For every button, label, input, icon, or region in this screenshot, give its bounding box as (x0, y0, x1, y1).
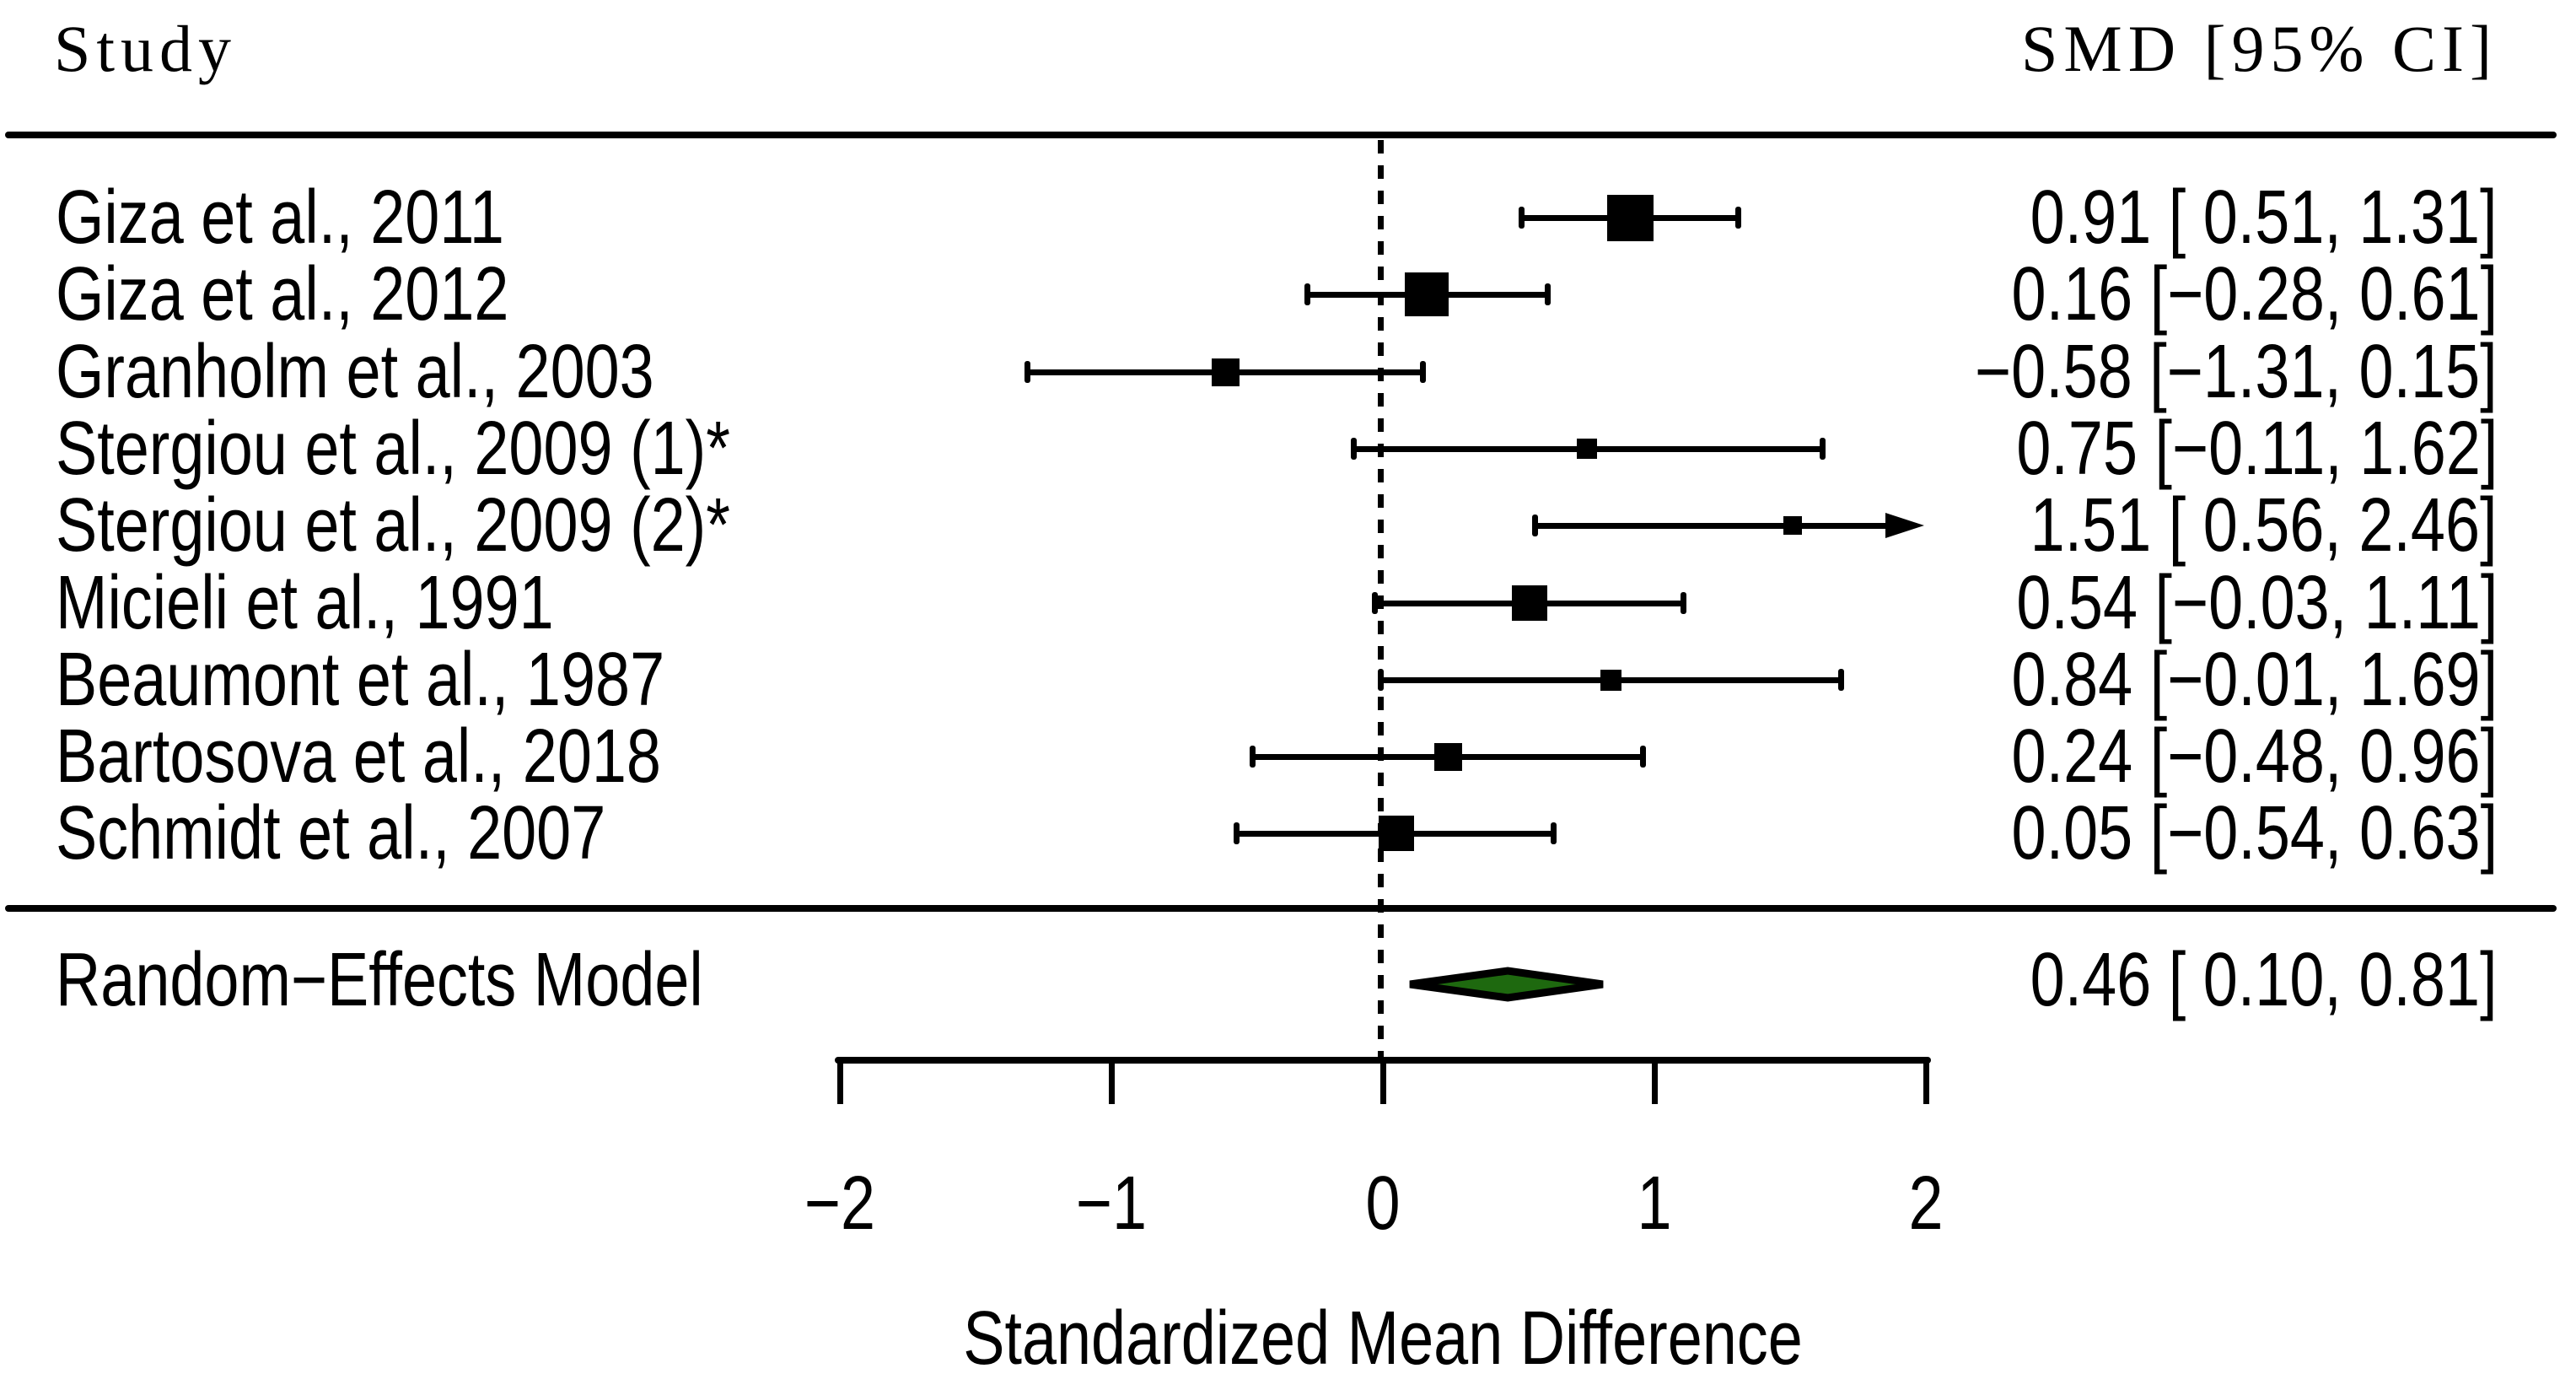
study-value: 0.54 [−0.03, 1.11] (2015, 561, 2498, 645)
estimate-square (1606, 194, 1654, 241)
ci-cap-left (1024, 361, 1031, 383)
ci-cap-right (1734, 207, 1741, 229)
x-axis-tick (1109, 1060, 1115, 1104)
study-value: 0.84 [−0.01, 1.69] (2011, 638, 2498, 722)
study-value: 0.75 [−0.11, 1.62] (2015, 407, 2498, 491)
estimate-square (1379, 816, 1415, 851)
ci-cap-left (1519, 207, 1525, 229)
x-axis-tick-label: −1 (1075, 1161, 1148, 1246)
x-axis-tick (1923, 1060, 1929, 1104)
x-axis-tick (837, 1060, 843, 1104)
ci-cap-right (1550, 822, 1557, 844)
study-value: 0.16 [−0.28, 0.61] (2011, 252, 2498, 337)
ci-cap-right (1545, 283, 1552, 305)
ci-cap-left (1250, 746, 1256, 768)
estimate-square (1211, 358, 1240, 386)
summary-diamond-shape (1409, 967, 1604, 1002)
ci-cap-left (1234, 822, 1240, 844)
x-axis-tick-label: 2 (1908, 1161, 1944, 1246)
summary-separator-line (5, 905, 2557, 912)
x-axis-tick-label: 0 (1365, 1161, 1401, 1246)
ci-cap-right (1420, 361, 1427, 383)
ci-cap-left (1532, 515, 1539, 536)
study-label: Beaumont et al., 1987 (56, 638, 665, 722)
ci-cap-right (1640, 746, 1647, 768)
summary-label: Random−Effects Model (56, 938, 703, 1022)
zero-reference-dashed-line (1378, 140, 1384, 1058)
estimate-square (1783, 516, 1803, 535)
estimate-square (1433, 742, 1462, 771)
ci-cap-left (1350, 438, 1357, 460)
ci-clipped-arrow (1885, 513, 1924, 538)
study-value: 0.05 [−0.54, 0.63] (2011, 791, 2498, 875)
estimate-square (1600, 669, 1621, 691)
ci-cap-right (1681, 592, 1687, 614)
study-value: 0.24 [−0.48, 0.96] (2011, 714, 2498, 799)
estimate-square (1511, 585, 1547, 621)
ci-cap-right (1838, 669, 1845, 691)
x-axis-tick-label: −2 (804, 1161, 876, 1246)
estimate-square (1404, 272, 1449, 316)
study-label: Giza et al., 2012 (56, 252, 509, 337)
ci-line (1535, 523, 1890, 529)
study-label: Stergiou et al., 2009 (1)* (56, 407, 730, 491)
ci-cap-left (1377, 669, 1384, 691)
estimate-square (1576, 439, 1597, 459)
ci-cap-left (1372, 592, 1379, 614)
x-axis-tick (1380, 1060, 1386, 1104)
study-label: Bartosova et al., 2018 (56, 714, 661, 799)
summary-value: 0.46 [ 0.10, 0.81] (2030, 938, 2498, 1022)
study-column-header: Study (54, 12, 238, 85)
x-axis-tick (1652, 1060, 1658, 1104)
x-axis-title: Standardized Mean Difference (963, 1296, 1803, 1381)
study-label: Granholm et al., 2003 (56, 330, 654, 414)
study-value: −0.58 [−1.31, 0.15] (1975, 330, 2498, 414)
ci-cap-right (1819, 438, 1826, 460)
ci-cap-left (1304, 283, 1310, 305)
header-separator-line (5, 132, 2557, 138)
study-label: Stergiou et al., 2009 (2)* (56, 483, 730, 568)
study-value: 0.91 [ 0.51, 1.31] (2030, 175, 2498, 260)
study-label: Micieli et al., 1991 (56, 561, 554, 645)
study-label: Giza et al., 2011 (56, 175, 504, 260)
study-value: 1.51 [ 0.56, 2.46] (2030, 483, 2498, 568)
x-axis-tick-label: 1 (1637, 1161, 1672, 1246)
study-label: Schmidt et al., 2007 (56, 791, 606, 875)
smd-ci-column-header: SMD [95% CI] (2021, 12, 2498, 85)
